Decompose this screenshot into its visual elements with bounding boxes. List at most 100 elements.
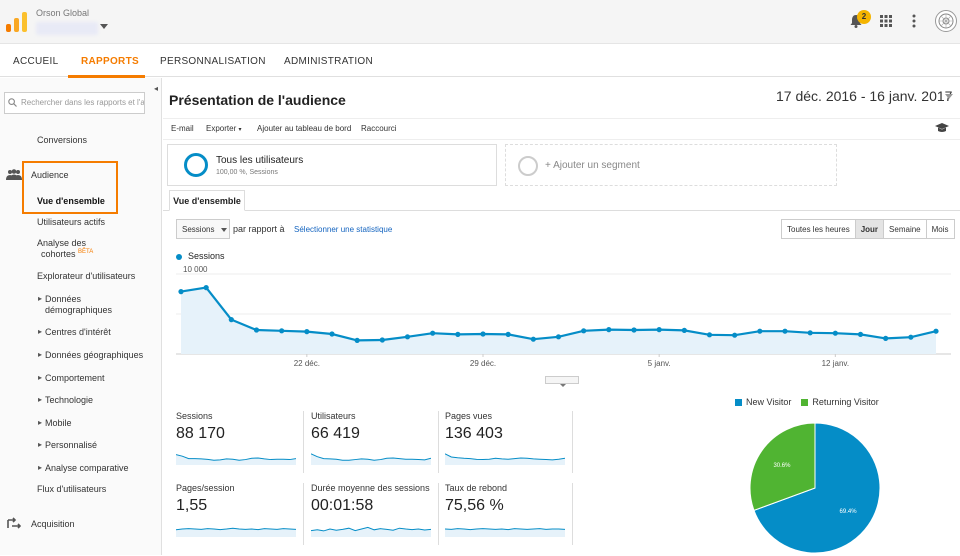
scorecard-bounce-rate[interactable]: Taux de rebond 75,56 % [445, 483, 573, 545]
sidebar-item-technology[interactable]: Technologie [38, 395, 93, 405]
data-point[interactable] [430, 330, 436, 336]
account-name[interactable]: Orson Global [36, 8, 90, 18]
data-point[interactable] [379, 337, 385, 343]
data-point[interactable] [933, 328, 939, 334]
sidebar-item-cohort-line2[interactable]: cohortes BÊTA [41, 249, 93, 259]
segment-title: Tous les utilisateurs [216, 155, 304, 166]
chart-collapse-handle[interactable] [545, 376, 579, 387]
sidebar-item-audience[interactable]: Audience [31, 170, 69, 180]
data-point[interactable] [782, 328, 788, 334]
data-point[interactable] [304, 329, 310, 335]
data-point[interactable] [455, 331, 461, 337]
data-point[interactable] [329, 331, 335, 337]
scorecard-pageviews[interactable]: Pages vues 136 403 [445, 411, 573, 473]
scorecard-label: Durée moyenne des sessions [311, 483, 430, 493]
sparkline-line [176, 527, 296, 531]
sidebar-item-demographics-line2[interactable]: démographiques [45, 305, 113, 315]
tab-overview[interactable]: Vue d'ensemble [169, 190, 245, 211]
chevron-down-icon[interactable] [945, 94, 953, 99]
data-point[interactable] [253, 327, 260, 333]
x-tick-label: 12 janv. [822, 359, 849, 368]
chevron-down-icon [221, 228, 227, 232]
pie-slice-label: 69.4% [840, 509, 858, 515]
sidebar-item-mobile[interactable]: Mobile [38, 418, 71, 428]
data-point[interactable] [404, 334, 411, 340]
data-point[interactable] [757, 328, 763, 334]
sidebar-item-cohort[interactable]: Analyse des [37, 238, 86, 248]
add-to-dashboard-button[interactable]: Ajouter au tableau de bord [257, 124, 352, 133]
sidebar-item-user-explorer[interactable]: Explorateur d'utilisateurs [37, 271, 136, 281]
data-point[interactable] [807, 330, 813, 336]
day-button[interactable]: Jour [855, 220, 885, 238]
month-button[interactable]: Mois [926, 220, 954, 238]
select-metric-link[interactable]: Sélectionner une statistique [294, 225, 393, 234]
data-point[interactable] [732, 332, 738, 338]
sidebar-item-users-flow[interactable]: Flux d'utilisateurs [37, 484, 107, 494]
week-button[interactable]: Semaine [884, 220, 927, 238]
sidebar-item-conversions[interactable]: Conversions [37, 135, 88, 145]
scorecard-users[interactable]: Utilisateurs 66 419 [311, 411, 439, 473]
data-point[interactable] [228, 317, 234, 323]
analytics-logo-icon[interactable] [6, 12, 28, 32]
data-point[interactable] [706, 332, 713, 338]
data-point[interactable] [279, 328, 285, 334]
sidebar-item-demographics[interactable]: Données [38, 294, 81, 304]
data-point[interactable] [480, 331, 486, 337]
tab-reports[interactable]: RAPPORTS [81, 56, 139, 67]
data-point[interactable] [857, 331, 864, 337]
sparkline-line [311, 453, 431, 461]
data-point[interactable] [832, 330, 838, 336]
data-point[interactable] [178, 289, 184, 295]
chevron-down-icon[interactable] [100, 24, 108, 29]
tab-customization[interactable]: PERSONNALISATION [160, 56, 266, 67]
data-point[interactable] [908, 334, 914, 340]
tab-admin[interactable]: ADMINISTRATION [284, 56, 374, 67]
data-point[interactable] [203, 285, 209, 291]
search-input[interactable]: Rechercher dans les rapports et l'aide [4, 92, 145, 114]
graduation-cap-icon[interactable] [935, 123, 949, 133]
shortcut-button[interactable]: Raccourci [361, 124, 397, 133]
data-point[interactable] [681, 327, 687, 333]
collapse-sidebar-icon[interactable]: ◂ [153, 84, 158, 93]
scorecard-avg-session-duration[interactable]: Durée moyenne des sessions 00:01:58 [311, 483, 439, 545]
apps-grid-icon[interactable] [880, 15, 892, 27]
pie-slice-returning-visitor[interactable] [749, 422, 816, 512]
pie-legend: New Visitor Returning Visitor [735, 397, 879, 407]
data-point[interactable] [631, 327, 637, 333]
hourly-button[interactable]: Toutes les heures [782, 220, 856, 238]
pie-slice-new-visitor[interactable] [753, 422, 881, 554]
data-point[interactable] [505, 331, 511, 337]
data-point[interactable] [606, 327, 612, 333]
date-range-picker[interactable]: 17 déc. 2016 - 16 janv. 2017 [776, 88, 953, 104]
scorecard-value: 75,56 % [445, 497, 504, 514]
sidebar-item-interests[interactable]: Centres d'intérêt [38, 327, 111, 337]
segment-all-users[interactable]: Tous les utilisateurs 100,00 %, Sessions [167, 144, 497, 186]
avatar[interactable] [935, 10, 957, 32]
add-segment-button[interactable]: + Ajouter un segment [505, 144, 837, 186]
sidebar-item-overview[interactable]: Vue d'ensemble [37, 196, 105, 206]
scorecard-pages-per-session[interactable]: Pages/session 1,55 [176, 483, 304, 545]
tab-home[interactable]: ACCUEIL [13, 56, 59, 67]
data-point[interactable] [530, 336, 536, 342]
sidebar-item-geo[interactable]: Données géographiques [38, 350, 143, 360]
email-button[interactable]: E-mail [171, 124, 194, 133]
sidebar-item-benchmarking[interactable]: Analyse comparative [38, 463, 129, 473]
more-vert-icon[interactable] [912, 14, 916, 28]
data-point[interactable] [354, 337, 360, 343]
data-point[interactable] [555, 334, 562, 340]
legend-item-returning-visitor[interactable]: Returning Visitor [801, 397, 879, 407]
legend-item-new-visitor[interactable]: New Visitor [735, 397, 791, 407]
scorecard-sessions[interactable]: Sessions 88 170 [176, 411, 304, 473]
account-view-selector[interactable] [36, 22, 98, 35]
sidebar-item-active-users[interactable]: Utilisateurs actifs [37, 217, 106, 227]
export-button[interactable]: Exporter ▾ [206, 124, 241, 133]
data-point[interactable] [656, 327, 662, 333]
sidebar-item-custom[interactable]: Personnalisé [38, 440, 97, 450]
sidebar-item-behavior[interactable]: Comportement [38, 373, 104, 383]
legend-swatch [801, 399, 809, 406]
data-point[interactable] [581, 328, 587, 334]
metric-select[interactable]: Sessions [176, 219, 230, 239]
sidebar-item-acquisition[interactable]: Acquisition [31, 519, 75, 529]
data-point[interactable] [883, 335, 889, 341]
sparkline-line [176, 454, 296, 461]
